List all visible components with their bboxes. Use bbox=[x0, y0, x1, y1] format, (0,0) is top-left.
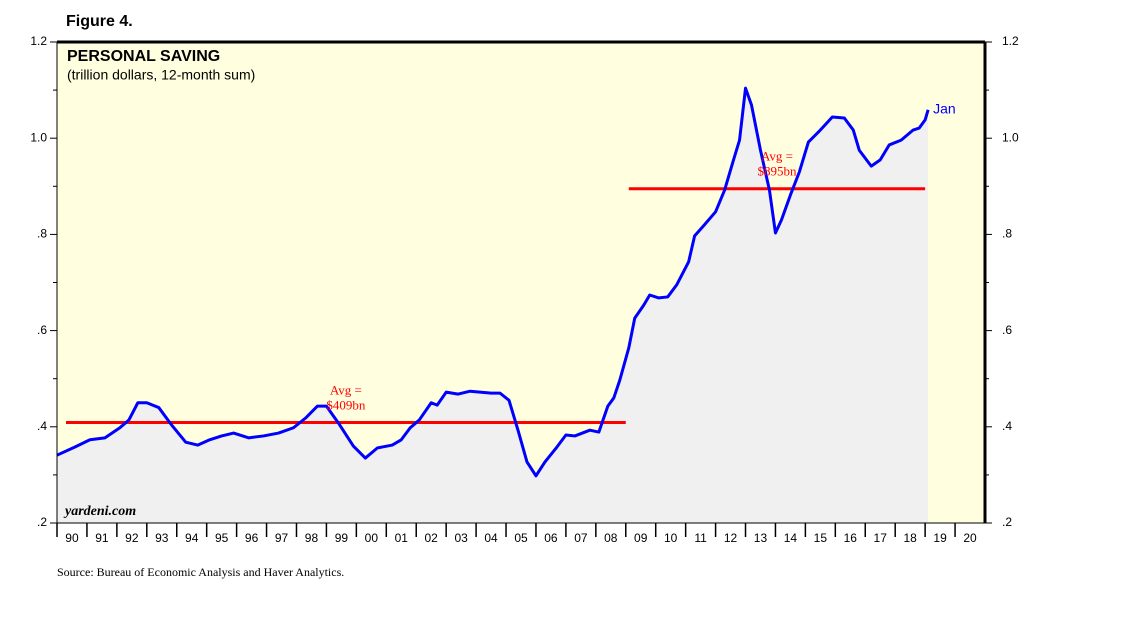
x-tick-label: 91 bbox=[95, 531, 109, 545]
y-tick-label-right: 1.2 bbox=[1002, 34, 1019, 48]
x-tick-label: 98 bbox=[305, 531, 319, 545]
x-tick-label: 90 bbox=[65, 531, 79, 545]
end-label: Jan bbox=[933, 101, 956, 117]
x-tick-label: 00 bbox=[365, 531, 379, 545]
average-label: Avg = bbox=[330, 382, 362, 397]
x-tick-label: 93 bbox=[155, 531, 169, 545]
x-tick-label: 09 bbox=[634, 531, 648, 545]
y-tick-label: 1.0 bbox=[30, 130, 47, 144]
y-tick-label-right: 1.0 bbox=[1002, 130, 1019, 144]
y-tick-label-right: .2 bbox=[1002, 515, 1012, 529]
x-tick-label: 19 bbox=[933, 531, 947, 545]
x-tick-label: 05 bbox=[514, 531, 528, 545]
average-label: $409bn bbox=[326, 397, 366, 412]
x-tick-label: 08 bbox=[604, 531, 618, 545]
x-tick-label: 11 bbox=[694, 531, 707, 545]
x-tick-label: 92 bbox=[125, 531, 139, 545]
average-label: Avg = bbox=[761, 149, 793, 164]
x-tick-label: 02 bbox=[425, 531, 439, 545]
figure-label: Figure 4. bbox=[66, 13, 133, 30]
source: Source: Bureau of Economic Analysis and … bbox=[57, 565, 344, 579]
x-tick-label: 04 bbox=[484, 531, 498, 545]
chart-title: PERSONAL SAVING bbox=[67, 48, 220, 65]
line bbox=[56, 86, 930, 478]
x-tick-label: 07 bbox=[574, 531, 588, 545]
x-tick-label: 99 bbox=[335, 531, 349, 545]
watermark: yardeni.com bbox=[63, 504, 136, 519]
y-tick-label-right: .6 bbox=[1002, 323, 1012, 337]
x-tick-label: 96 bbox=[245, 531, 259, 545]
average-label: $895bn bbox=[757, 164, 797, 179]
y-tick-label: .4 bbox=[37, 419, 47, 433]
x-tick-label: 01 bbox=[395, 531, 409, 545]
x-tick-label: 16 bbox=[844, 531, 858, 545]
y-tick-label: 1.2 bbox=[30, 34, 47, 48]
y-tick-label-right: .4 bbox=[1002, 419, 1012, 433]
y-tick-label: .8 bbox=[37, 227, 47, 241]
x-tick-label: 12 bbox=[724, 531, 738, 545]
y-tick-label: .6 bbox=[37, 323, 47, 337]
x-tick-label: 14 bbox=[784, 531, 798, 545]
x-tick-label: 17 bbox=[874, 531, 888, 545]
x-tick-label: 95 bbox=[215, 531, 229, 545]
y-tick-label: .2 bbox=[37, 515, 47, 529]
y-tick-label-right: .8 bbox=[1002, 227, 1012, 241]
x-tick-label: 10 bbox=[664, 531, 678, 545]
x-tick-label: 03 bbox=[454, 531, 468, 545]
x-tick-label: 06 bbox=[544, 531, 558, 545]
x-tick-label: 94 bbox=[185, 531, 199, 545]
x-tick-label: 20 bbox=[963, 531, 977, 545]
x-tick-label: 18 bbox=[903, 531, 917, 545]
x-tick-label: 15 bbox=[814, 531, 828, 545]
area bbox=[57, 88, 929, 524]
chart-subtitle: (trillion dollars, 12-month sum) bbox=[67, 67, 255, 83]
x-tick-label: 97 bbox=[275, 531, 289, 545]
x-tick-label: 13 bbox=[754, 531, 768, 545]
